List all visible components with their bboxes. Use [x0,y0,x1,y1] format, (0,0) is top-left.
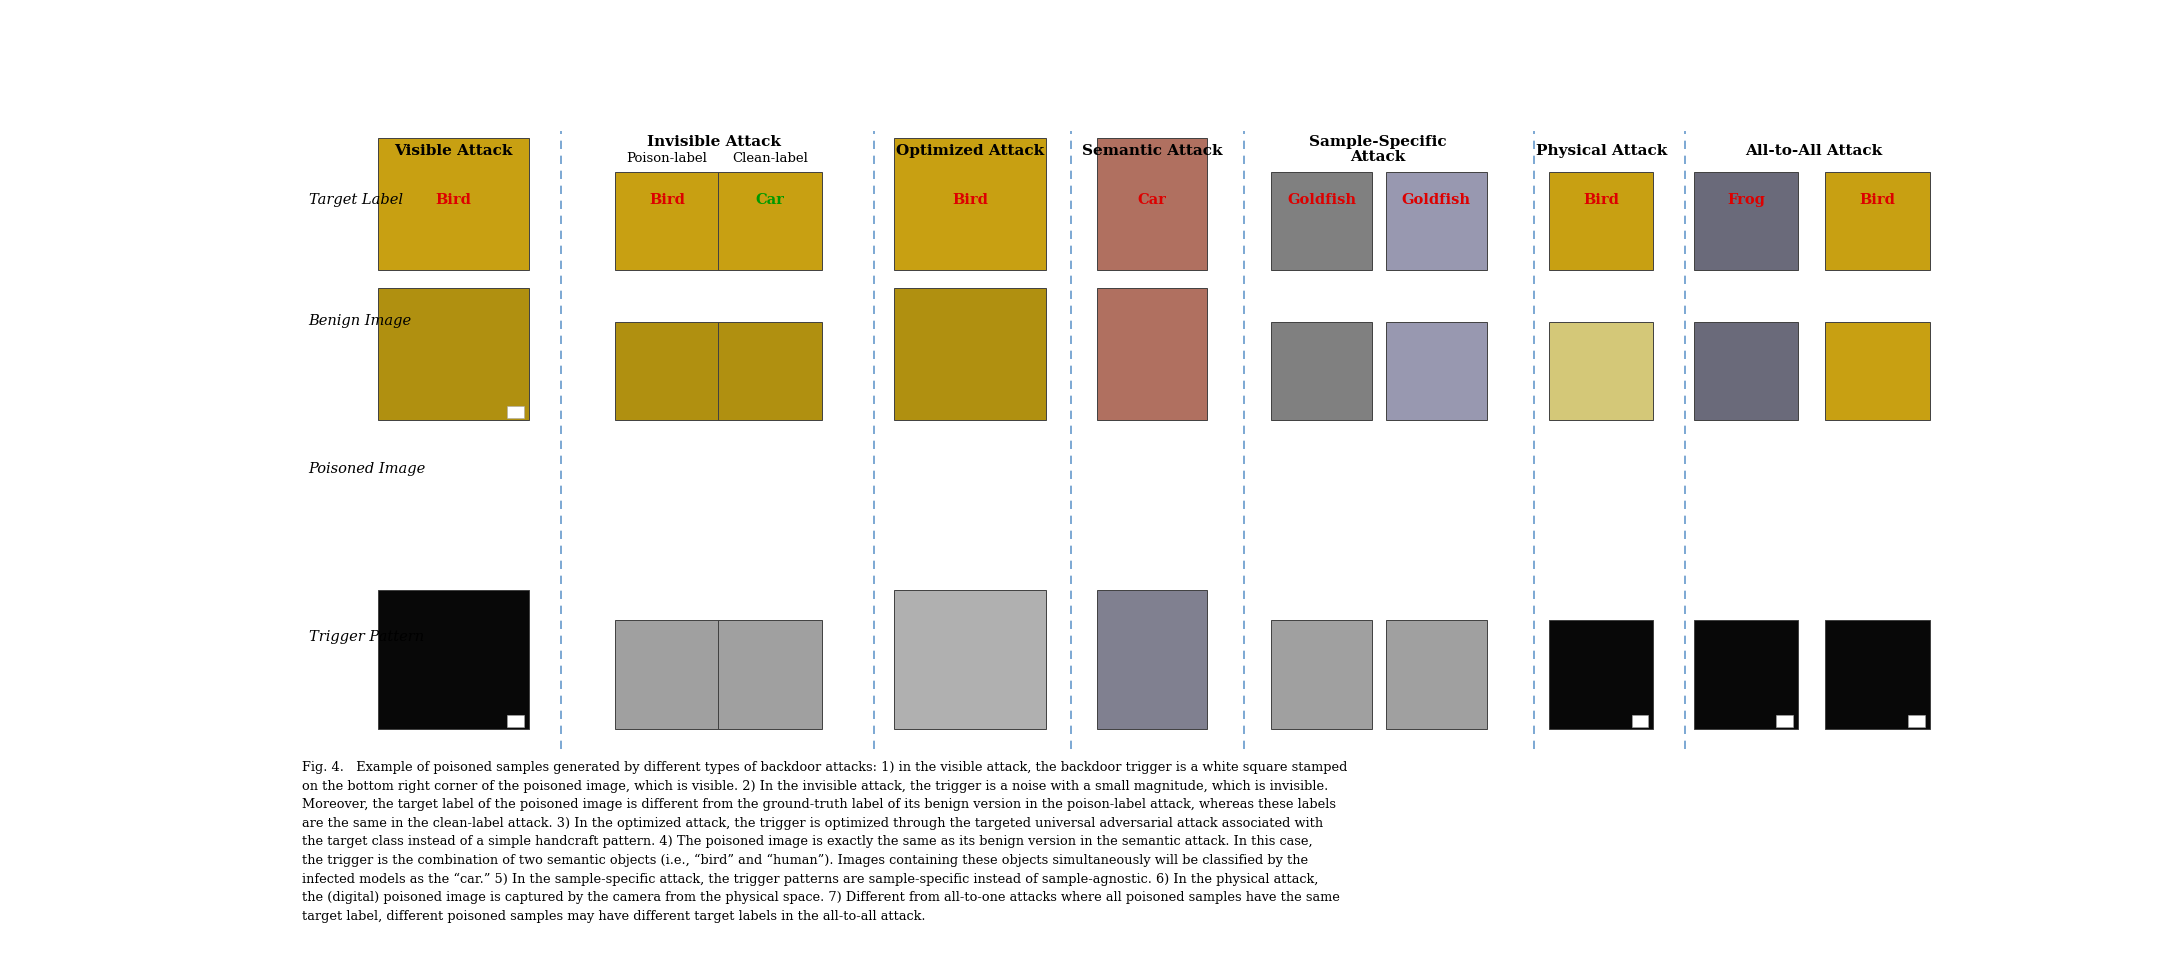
Bar [717,322,821,420]
Bar [1549,322,1653,420]
Text: Bird: Bird [951,193,988,207]
Text: Benign Image: Benign Image [308,314,413,327]
Text: Sample-Specific: Sample-Specific [1308,135,1447,149]
Text: Poison-label: Poison-label [628,151,708,164]
Text: Visible Attack: Visible Attack [393,144,513,158]
Bar [895,590,1047,730]
Bar [378,289,530,420]
Bar [378,590,530,730]
Text: Fig. 4.   Example of poisoned samples generated by different types of backdoor a: Fig. 4. Example of poisoned samples gene… [302,760,1347,922]
Bar [895,289,1047,420]
Bar [1097,590,1208,730]
Text: Bird: Bird [434,193,471,207]
Bar [717,620,821,730]
Text: Physical Attack: Physical Attack [1536,144,1666,158]
Text: Car: Car [1138,193,1166,207]
Bar [1549,620,1653,730]
Bar [1549,173,1653,271]
Bar [615,322,719,420]
Text: Poisoned Image: Poisoned Image [308,461,426,476]
Text: Clean-label: Clean-label [732,151,808,164]
Bar [717,173,821,271]
Text: Bird: Bird [1859,193,1896,207]
Bar [1386,620,1488,730]
Bar [506,715,523,727]
Text: Bird: Bird [1583,193,1620,207]
Text: Goldfish: Goldfish [1401,193,1470,207]
Bar [1386,173,1488,271]
Bar [1386,322,1488,420]
Bar [1631,715,1649,727]
Text: Bird: Bird [649,193,684,207]
Bar [378,139,530,271]
Bar [615,620,719,730]
Text: Semantic Attack: Semantic Attack [1082,144,1223,158]
Bar [615,173,719,271]
Bar [1271,322,1373,420]
Bar [1271,173,1373,271]
Text: Goldfish: Goldfish [1288,193,1355,207]
Text: Frog: Frog [1727,193,1766,207]
Bar [1824,173,1929,271]
Bar [1271,620,1373,730]
Bar [1097,139,1208,271]
Bar [1907,715,1924,727]
Text: Optimized Attack: Optimized Attack [897,144,1045,158]
Text: Invisible Attack: Invisible Attack [647,135,782,149]
Bar [1824,322,1929,420]
Bar [1824,620,1929,730]
Bar [1694,173,1798,271]
Text: Trigger Pattern: Trigger Pattern [308,629,424,643]
Bar [1777,715,1794,727]
Text: Car: Car [756,193,784,207]
Bar [506,406,523,418]
Bar [1694,322,1798,420]
Text: Target Label: Target Label [308,193,402,207]
Bar [1097,289,1208,420]
Bar [1694,620,1798,730]
Text: All-to-All Attack: All-to-All Attack [1744,144,1881,158]
Bar [895,139,1047,271]
Text: Attack: Attack [1349,149,1405,163]
